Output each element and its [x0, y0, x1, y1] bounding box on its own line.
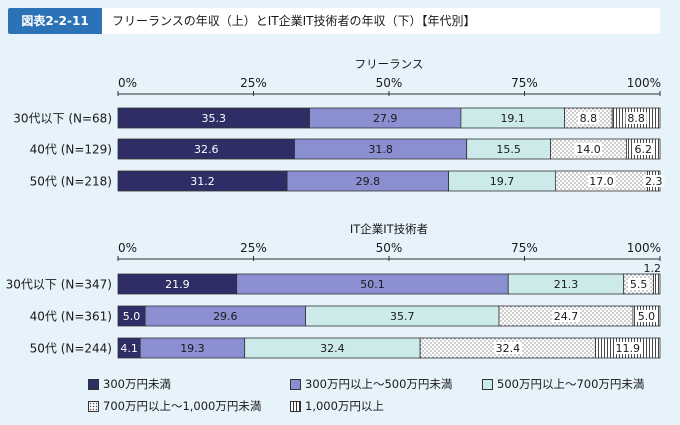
data-label: 4.1	[120, 342, 138, 355]
data-label-bg	[643, 175, 665, 187]
data-label-bg	[577, 112, 599, 124]
x-tick-label: 25%	[240, 76, 267, 90]
data-label: 35.3	[202, 112, 227, 125]
data-label: 21.9	[165, 278, 190, 291]
data-label: 32.6	[194, 143, 219, 156]
data-label: 50.1	[360, 278, 385, 291]
legend-label: 500万円以上～700万円未満	[497, 377, 645, 391]
data-label: 29.8	[356, 175, 381, 188]
data-label: 1.2	[644, 262, 662, 275]
x-tick-label: 100%	[627, 241, 661, 255]
chart-title: フリーランス	[355, 57, 424, 71]
data-label-bg	[632, 143, 654, 155]
legend-swatch	[482, 378, 493, 390]
data-label-bg	[627, 278, 650, 290]
legend-item: 300万円以上～500万円未満	[290, 376, 452, 392]
x-tick-label: 0%	[118, 76, 137, 90]
data-label: 19.3	[180, 342, 205, 355]
legend: 300万円未満 300万円以上～500万円未満 500万円以上～700万円未満 700…	[88, 376, 668, 420]
x-tick-label: 50%	[376, 241, 403, 255]
category-label: 40代 (N=129)	[30, 143, 112, 157]
bar-segment	[653, 273, 661, 295]
data-label: 5.0	[638, 310, 656, 323]
data-label-bg	[587, 175, 616, 187]
data-label: 31.8	[368, 143, 393, 156]
figure-label: 図表2-2-11	[8, 8, 102, 34]
data-label: 21.3	[554, 278, 579, 291]
data-label: 11.9	[616, 342, 641, 355]
legend-swatch	[290, 400, 301, 412]
data-label: 5.0	[123, 310, 141, 323]
legend-item: 500万円以上～700万円未満	[482, 376, 644, 392]
data-label-bg	[552, 310, 580, 322]
data-label: 35.7	[390, 310, 415, 323]
data-label: 15.5	[496, 143, 521, 156]
legend-item: 1,000万円以上	[290, 398, 384, 414]
legend-label: 300万円未満	[103, 377, 171, 391]
data-label: 8.8	[627, 112, 645, 125]
x-tick-label: 0%	[118, 241, 137, 255]
data-label: 5.5	[630, 278, 648, 291]
data-label: 32.4	[496, 342, 521, 355]
data-label: 14.0	[576, 143, 601, 156]
data-label-bg	[613, 342, 642, 354]
figure-title: フリーランスの年収（上）とIT企業IT技術者の年収（下）【年代別】	[112, 14, 476, 28]
category-label: 50代 (N=244)	[30, 342, 112, 356]
legend-item: 700万円以上～1,000万円未満	[88, 398, 261, 414]
category-label: 30代以下 (N=347)	[6, 278, 112, 292]
category-label: 50代 (N=218)	[30, 175, 112, 189]
category-label: 30代以下 (N=68)	[13, 112, 112, 126]
x-tick-label: 100%	[627, 76, 661, 90]
data-label: 31.2	[190, 175, 215, 188]
category-label: 40代 (N=361)	[30, 310, 112, 324]
data-label: 8.8	[580, 112, 598, 125]
legend-swatch	[88, 400, 99, 412]
legend-label: 1,000万円以上	[305, 399, 384, 413]
figure-header: 図表2-2-11 フリーランスの年収（上）とIT企業IT技術者の年収（下）【年代…	[8, 8, 660, 34]
data-label: 19.1	[500, 112, 525, 125]
data-label: 32.4	[320, 342, 345, 355]
legend-item: 300万円未満	[88, 376, 171, 392]
legend-label: 300万円以上～500万円未満	[305, 377, 453, 391]
x-tick-label: 75%	[511, 76, 538, 90]
legend-label: 700万円以上～1,000万円未満	[103, 399, 262, 413]
data-label: 29.6	[213, 310, 238, 323]
data-label: 6.2	[634, 143, 652, 156]
data-label: 24.7	[554, 310, 579, 323]
data-label: 17.0	[589, 175, 614, 188]
x-tick-label: 50%	[376, 76, 403, 90]
data-label-bg	[625, 112, 647, 124]
data-label: 19.7	[490, 175, 515, 188]
data-label: 27.9	[373, 112, 398, 125]
legend-swatch	[290, 378, 301, 390]
x-tick-label: 25%	[240, 241, 267, 255]
legend-swatch	[88, 378, 99, 390]
chart-title: IT企業IT技術者	[350, 222, 428, 236]
data-label-bg	[574, 143, 603, 155]
data-label-bg	[635, 310, 658, 322]
data-label-bg	[494, 342, 522, 354]
x-tick-label: 75%	[511, 241, 538, 255]
data-label: 2.3	[645, 175, 663, 188]
